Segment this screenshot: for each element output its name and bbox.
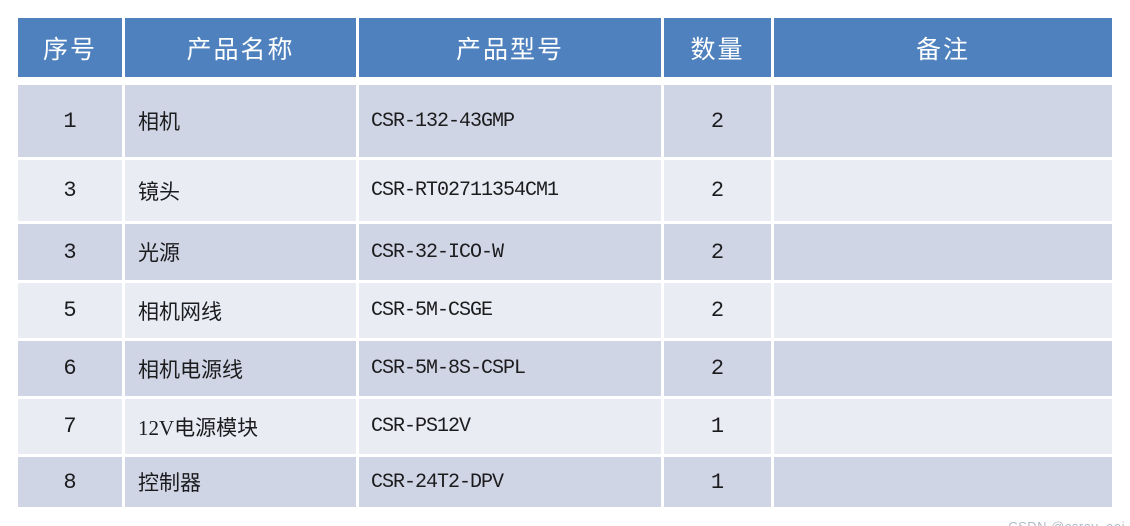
cell-remark: [774, 224, 1112, 280]
table-row: 3 光源 CSR-32-ICO-W 2: [18, 224, 1112, 280]
cell-quantity: 2: [664, 341, 771, 396]
cell-quantity: 2: [664, 85, 771, 157]
cell-serial-number: 7: [18, 399, 122, 454]
cell-quantity: 2: [664, 160, 771, 221]
header-cell-serial-number: 序号: [18, 18, 122, 82]
cell-serial-number: 3: [18, 224, 122, 280]
cell-remark: [774, 160, 1112, 221]
cell-product-model: CSR-5M-CSGE: [359, 283, 661, 338]
cell-product-model: CSR-PS12V: [359, 399, 661, 454]
table-row: 8 控制器 CSR-24T2-DPV 1: [18, 457, 1112, 507]
cell-product-model: CSR-RT02711354CM1: [359, 160, 661, 221]
cell-remark: [774, 341, 1112, 396]
cell-product-name: 相机电源线: [125, 341, 356, 396]
product-list-table: 序号 产品名称 产品型号 数量 备注 1 相机 CSR-132-43GMP 2 …: [15, 15, 1115, 510]
table-row: 7 12V电源模块 CSR-PS12V 1: [18, 399, 1112, 454]
csdn-watermark: CSDN @csray_aoi: [1008, 519, 1125, 526]
cell-quantity: 1: [664, 457, 771, 507]
cell-serial-number: 3: [18, 160, 122, 221]
cell-product-name: 相机网线: [125, 283, 356, 338]
cell-product-model: CSR-24T2-DPV: [359, 457, 661, 507]
header-cell-quantity: 数量: [664, 18, 771, 82]
cell-product-name: 相机: [125, 85, 356, 157]
cell-serial-number: 6: [18, 341, 122, 396]
cell-quantity: 2: [664, 224, 771, 280]
cell-remark: [774, 399, 1112, 454]
cell-serial-number: 1: [18, 85, 122, 157]
cell-product-name: 光源: [125, 224, 356, 280]
cell-remark: [774, 85, 1112, 157]
header-row: 序号 产品名称 产品型号 数量 备注: [18, 18, 1112, 82]
table-row: 6 相机电源线 CSR-5M-8S-CSPL 2: [18, 341, 1112, 396]
cell-quantity: 1: [664, 399, 771, 454]
cell-product-model: CSR-132-43GMP: [359, 85, 661, 157]
header-cell-product-model: 产品型号: [359, 18, 661, 82]
cell-remark: [774, 457, 1112, 507]
cell-serial-number: 8: [18, 457, 122, 507]
table-row: 1 相机 CSR-132-43GMP 2: [18, 85, 1112, 157]
table-row: 5 相机网线 CSR-5M-CSGE 2: [18, 283, 1112, 338]
cell-product-name: 镜头: [125, 160, 356, 221]
cell-product-name: 12V电源模块: [125, 399, 356, 454]
table-body: 1 相机 CSR-132-43GMP 2 3 镜头 CSR-RT02711354…: [18, 85, 1112, 507]
cell-product-name: 控制器: [125, 457, 356, 507]
cell-remark: [774, 283, 1112, 338]
header-cell-remark: 备注: [774, 18, 1112, 82]
cell-quantity: 2: [664, 283, 771, 338]
table-row: 3 镜头 CSR-RT02711354CM1 2: [18, 160, 1112, 221]
cell-product-model: CSR-32-ICO-W: [359, 224, 661, 280]
header-cell-product-name: 产品名称: [125, 18, 356, 82]
cell-serial-number: 5: [18, 283, 122, 338]
cell-product-model: CSR-5M-8S-CSPL: [359, 341, 661, 396]
table-header: 序号 产品名称 产品型号 数量 备注: [18, 18, 1112, 82]
page: 序号 产品名称 产品型号 数量 备注 1 相机 CSR-132-43GMP 2 …: [0, 15, 1130, 526]
